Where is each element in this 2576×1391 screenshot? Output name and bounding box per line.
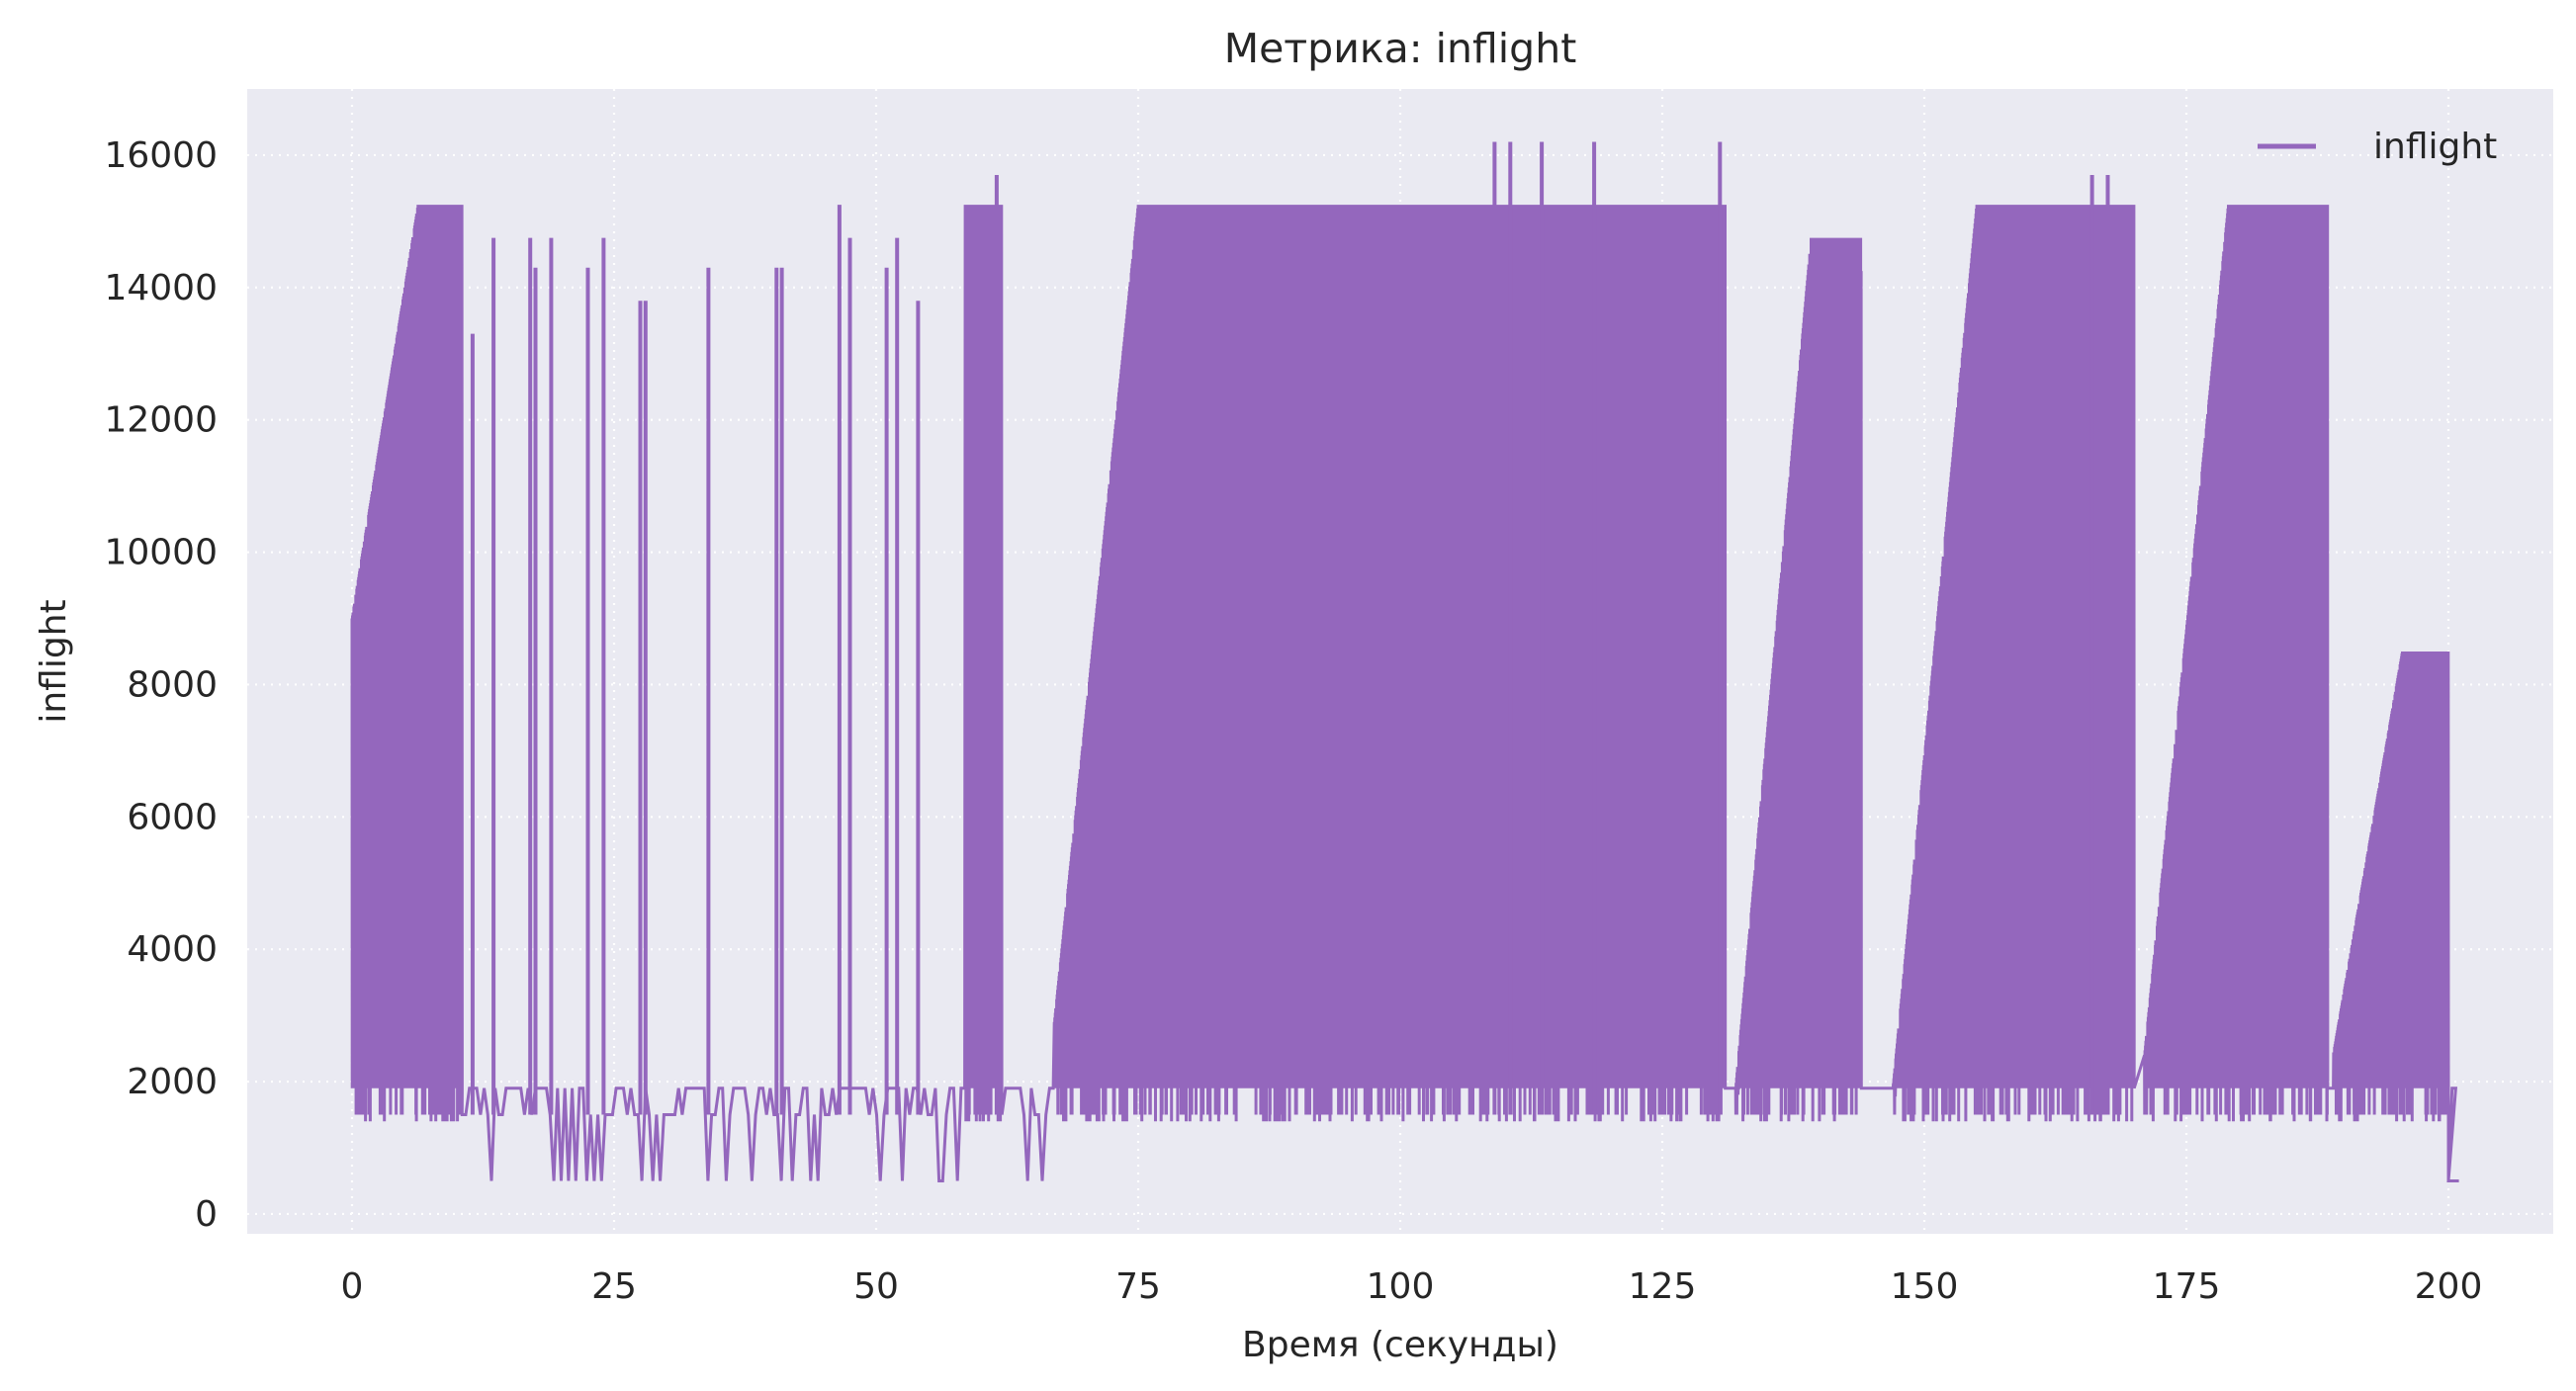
y-tick-label: 16000 [104,135,218,176]
series-inflight [350,141,2459,1182]
x-tick-label: 0 [341,1266,364,1307]
chart-title: Метрика: inflight [1224,25,1577,72]
x-tick-label: 125 [1629,1266,1697,1307]
x-tick-label: 200 [2415,1266,2483,1307]
y-ticks: 0 2000 4000 6000 8000 10000 12000 14000 16000 [104,135,218,1235]
x-axis-label: Время (секунды) [1242,1325,1558,1365]
x-tick-label: 75 [1115,1266,1161,1307]
x-tick-label: 25 [591,1266,637,1307]
x-tick-label: 150 [1891,1266,1959,1307]
y-tick-label: 8000 [127,664,218,705]
x-tick-label: 50 [853,1266,899,1307]
x-tick-label: 175 [2153,1266,2221,1307]
legend-label-inflight: inflight [2373,127,2497,167]
series-line-inflight [350,205,2459,1182]
legend: inflight [2258,127,2497,167]
y-axis-label: inflight [34,599,74,723]
y-tick-label: 6000 [127,797,218,837]
x-ticks: 0 25 50 75 100 125 150 175 200 [341,1266,2483,1307]
y-tick-label: 12000 [104,400,218,441]
x-tick-label: 100 [1367,1266,1435,1307]
y-tick-label: 10000 [104,533,218,573]
y-tick-label: 2000 [127,1062,218,1102]
y-tick-label: 4000 [127,929,218,970]
y-tick-label: 0 [195,1194,218,1235]
y-tick-label: 14000 [104,268,218,308]
